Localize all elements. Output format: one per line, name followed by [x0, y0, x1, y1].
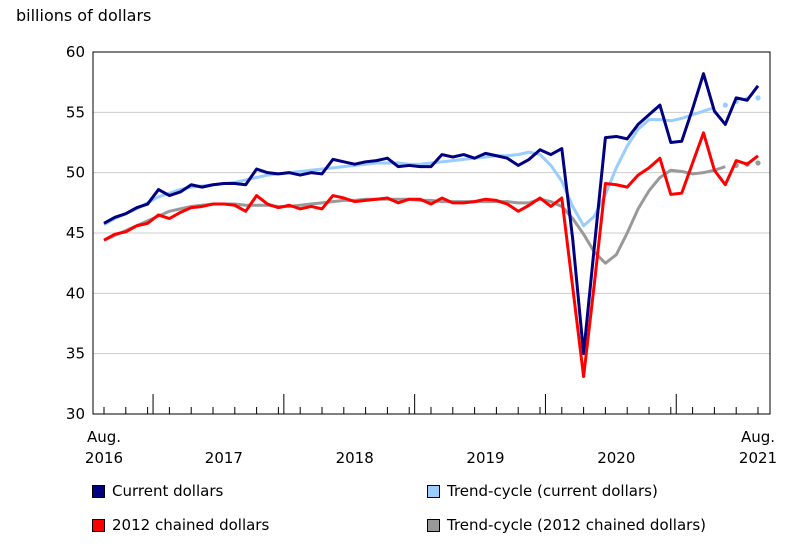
legend-label-trend-chained: Trend-cycle (2012 chained dollars): [447, 516, 706, 534]
legend-swatch-current-dollars: [92, 484, 105, 498]
x-tick-label-2018-07: 2018: [336, 449, 374, 467]
x-tick-label-2021-08: 2021: [739, 449, 777, 467]
x-tick-label-2017-07: 2017: [205, 449, 243, 467]
x-tick-label-2020-07: 2020: [597, 449, 635, 467]
series-dot-0-3: [755, 95, 761, 101]
legend-label-current-dollars: Current dollars: [112, 482, 224, 500]
legend-swatch-chained-dollars: [92, 518, 105, 532]
y-tick-label-40: 40: [66, 284, 85, 302]
x-tick-label-2016-08: 2016: [85, 449, 123, 467]
legend-swatch-trend-chained: [427, 518, 440, 532]
legend-swatch-trend-current: [427, 484, 440, 498]
series-line-2: [103, 72, 760, 356]
legend-item-current-dollars: Current dollars: [92, 482, 223, 500]
series-line-3: [103, 131, 759, 379]
series-dot-0-0: [722, 102, 728, 108]
y-axis-label: billions of dollars: [16, 6, 152, 25]
legend-label-trend-current: Trend-cycle (current dollars): [447, 482, 658, 500]
x-tick-label-2019-07: 2019: [466, 449, 504, 467]
x-tick-label-top-2016-08: Aug.: [87, 428, 121, 446]
legend-label-chained-dollars: 2012 chained dollars: [112, 516, 270, 534]
y-tick-label-45: 45: [66, 224, 85, 242]
y-tick-label-30: 30: [66, 405, 85, 423]
x-tick-label-top-2021-08: Aug.: [741, 428, 775, 446]
y-tick-label-50: 50: [66, 164, 85, 182]
y-tick-label-60: 60: [66, 43, 85, 61]
series-dot-1-2: [755, 160, 761, 166]
legend-item-trend-current: Trend-cycle (current dollars): [427, 482, 658, 500]
y-tick-label-55: 55: [66, 103, 85, 121]
y-tick-label-35: 35: [66, 345, 85, 363]
legend-item-chained-dollars: 2012 chained dollars: [92, 516, 269, 534]
legend-item-trend-chained: Trend-cycle (2012 chained dollars): [427, 516, 706, 534]
